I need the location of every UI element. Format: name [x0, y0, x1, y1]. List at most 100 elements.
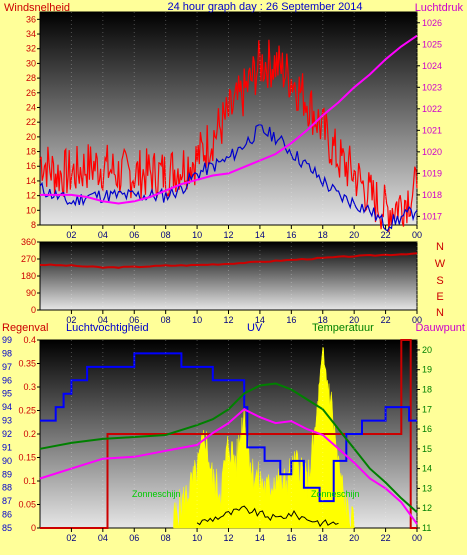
- direction-x-tick-02: 02: [66, 315, 76, 325]
- wind-x-tick-20: 20: [349, 230, 359, 240]
- wind-series-group: [39, 34, 418, 232]
- rain-y-tick-0.3: 0.3: [23, 382, 36, 392]
- pressure-y-tick-1021: 1021: [422, 125, 442, 135]
- rain-y-tick-0.35: 0.35: [18, 359, 36, 369]
- pressure-y-tick-1022: 1022: [422, 104, 442, 114]
- dir-letter-w: W: [435, 258, 446, 270]
- direction-x-tick-22: 22: [381, 315, 391, 325]
- pressure-y-tick-1020: 1020: [422, 147, 442, 157]
- wind-x-tick-16: 16: [286, 230, 296, 240]
- wind-y-tick-22: 22: [26, 117, 36, 127]
- direction-y-tick-180: 180: [21, 271, 36, 281]
- climate-series-group: [39, 339, 418, 529]
- rain-y-tick-0.1: 0.1: [23, 476, 36, 486]
- pressure-y-tick-1023: 1023: [422, 82, 442, 92]
- wind-y-tick-30: 30: [26, 58, 36, 68]
- pressure-y-tick-1017: 1017: [422, 211, 442, 221]
- climate-x-tick-04: 04: [98, 533, 108, 543]
- humidity-axis-label: Luchtvochtigheid: [66, 322, 149, 334]
- wind-ticks-group: 02 04 06 08 10 12 14 16 18 20 22 00 8 10 12 14 16 18 20 22 2…: [26, 12, 442, 240]
- humidity-y-tick-89: 89: [2, 469, 12, 479]
- direction-x-tick-12: 12: [223, 315, 233, 325]
- temperature-y-tick-14: 14: [422, 464, 432, 474]
- humidity-y-tick-94: 94: [2, 402, 12, 412]
- wind-y-tick-10: 10: [26, 205, 36, 215]
- rain-axis-label: Regenval: [2, 322, 48, 334]
- temperature-y-tick-11: 11: [422, 523, 431, 533]
- direction-panel: [39, 241, 418, 311]
- temperature-y-tick-19: 19: [422, 365, 432, 375]
- direction-y-tick-270: 270: [21, 254, 36, 264]
- direction-x-tick-14: 14: [255, 315, 265, 325]
- climate-ticks-group: 02 04 06 08 10 12 14 16 18 20 22 0000.050.10.150.20…: [2, 335, 432, 543]
- dewpoint-axis-label: Dauwpunt: [415, 322, 465, 334]
- dir-letter-e: E: [436, 291, 443, 303]
- climate-x-tick-20: 20: [349, 533, 359, 543]
- series-uv-area: [173, 346, 355, 529]
- direction-y-tick-90: 90: [26, 288, 36, 298]
- humidity-y-tick-95: 95: [2, 389, 12, 399]
- uv-axis-label: UV: [247, 322, 263, 334]
- wind-x-tick-02: 02: [66, 230, 76, 240]
- direction-x-tick-10: 10: [192, 315, 202, 325]
- climate-x-tick-18: 18: [318, 533, 328, 543]
- rain-y-tick-0: 0: [31, 523, 36, 533]
- humidity-y-tick-93: 93: [2, 416, 12, 426]
- series-humidity-line: [40, 352, 417, 503]
- series-temperature-line: [39, 382, 418, 513]
- wind-x-tick-08: 08: [161, 230, 171, 240]
- dir-letter-n-top: N: [436, 241, 444, 253]
- climate-x-tick-08: 08: [161, 533, 171, 543]
- direction-x-tick-20: 20: [349, 315, 359, 325]
- series-wind-speed-line: [39, 39, 418, 232]
- direction-y-tick-0: 0: [31, 305, 36, 315]
- climate-x-tick-22: 22: [381, 533, 391, 543]
- wind-x-tick-06: 06: [129, 230, 139, 240]
- wind-x-tick-04: 04: [98, 230, 108, 240]
- temperature-y-tick-16: 16: [422, 424, 432, 434]
- humidity-y-tick-86: 86: [2, 510, 12, 520]
- wind-x-tick-00: 00: [412, 230, 422, 240]
- temperature-y-tick-17: 17: [422, 404, 432, 414]
- series-sunshine-line: [196, 505, 339, 528]
- wind-x-tick-22: 22: [381, 230, 391, 240]
- temperature-y-tick-12: 12: [422, 503, 432, 513]
- climate-x-tick-16: 16: [286, 533, 296, 543]
- humidity-y-tick-98: 98: [2, 348, 12, 358]
- climate-x-tick-10: 10: [192, 533, 202, 543]
- direction-x-tick-18: 18: [318, 315, 328, 325]
- climate-x-tick-00: 00: [412, 533, 422, 543]
- climate-x-tick-06: 06: [129, 533, 139, 543]
- direction-x-tick-06: 06: [129, 315, 139, 325]
- sunshine-annotation-left: Zonneschijn: [132, 489, 181, 499]
- wind-y-tick-36: 36: [26, 14, 36, 24]
- temperature-y-tick-20: 20: [422, 345, 432, 355]
- wind-y-tick-12: 12: [26, 191, 36, 201]
- climate-x-tick-12: 12: [223, 533, 233, 543]
- direction-x-tick-00: 00: [412, 315, 422, 325]
- wind-y-tick-20: 20: [26, 132, 36, 142]
- pressure-y-tick-1024: 1024: [422, 61, 442, 71]
- rain-y-tick-0.15: 0.15: [18, 453, 36, 463]
- humidity-y-tick-99: 99: [2, 335, 12, 345]
- pressure-y-tick-1018: 1018: [422, 190, 442, 200]
- climate-x-tick-14: 14: [255, 533, 265, 543]
- rain-y-tick-0.2: 0.2: [23, 429, 36, 439]
- humidity-y-tick-96: 96: [2, 375, 12, 385]
- rain-y-tick-0.4: 0.4: [23, 335, 36, 345]
- climate-x-tick-02: 02: [66, 533, 76, 543]
- wind-y-tick-32: 32: [26, 44, 36, 54]
- temperature-axis-label: Temperatuur: [312, 322, 374, 334]
- temperature-y-tick-13: 13: [422, 483, 432, 493]
- temperature-y-tick-18: 18: [422, 384, 432, 394]
- humidity-y-tick-91: 91: [2, 442, 12, 452]
- pressure-y-tick-1026: 1026: [422, 18, 442, 28]
- wind-x-tick-12: 12: [223, 230, 233, 240]
- series-rain-line: [40, 339, 417, 529]
- wind-speed-axis-label: Windsnelheid: [4, 2, 70, 14]
- wind-y-tick-28: 28: [26, 73, 36, 83]
- rain-y-tick-0.05: 0.05: [18, 500, 36, 510]
- temperature-y-tick-15: 15: [422, 444, 432, 454]
- wind-y-tick-14: 14: [26, 176, 36, 186]
